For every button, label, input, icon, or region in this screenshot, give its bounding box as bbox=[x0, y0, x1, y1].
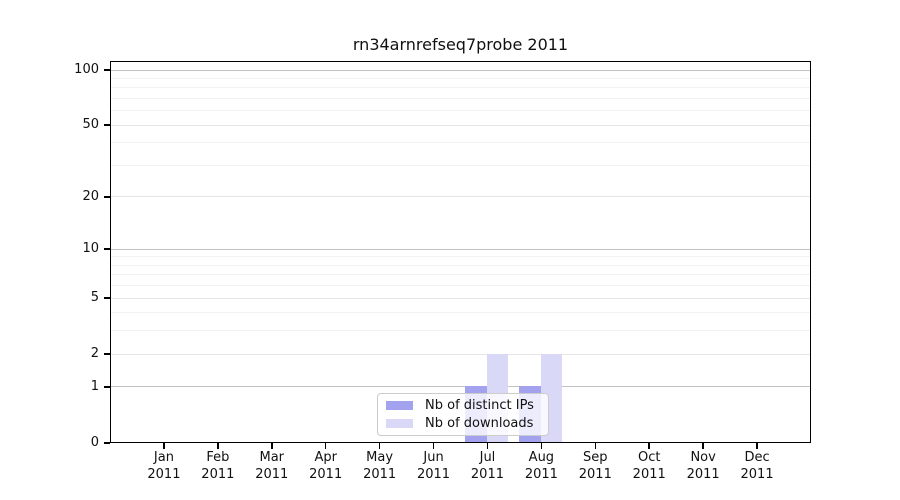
x-tick-label-apr: Apr 2011 bbox=[294, 449, 358, 483]
gridline-80 bbox=[111, 87, 810, 89]
y-tickmark-10 bbox=[104, 248, 110, 250]
month-label: Aug bbox=[528, 450, 555, 465]
gridline-60 bbox=[111, 110, 810, 112]
y-tickmark-0 bbox=[104, 442, 110, 444]
x-tickmark-dec bbox=[756, 443, 758, 449]
month-label: Jul bbox=[479, 450, 496, 465]
y-tick-label-0: 0 bbox=[90, 435, 99, 450]
x-tickmark-jul bbox=[486, 443, 489, 449]
plot-area bbox=[110, 61, 811, 443]
legend-row: Nb of downloads bbox=[386, 415, 540, 434]
month-label: Nov bbox=[690, 450, 716, 465]
gridline-90 bbox=[111, 77, 810, 79]
year-label: 2011 bbox=[524, 467, 558, 482]
y-tick-label-50: 50 bbox=[82, 117, 99, 133]
gridline-50 bbox=[111, 124, 810, 126]
month-label: Jan bbox=[153, 450, 174, 465]
gridline-9 bbox=[111, 256, 810, 258]
month-label: Dec bbox=[744, 450, 770, 465]
y-tick-label-1: 1 bbox=[90, 378, 99, 394]
gridline-4 bbox=[111, 312, 810, 314]
month-label: Mar bbox=[259, 450, 285, 465]
y-tick-label-5: 5 bbox=[90, 290, 99, 306]
y-tick-label-2: 2 bbox=[90, 346, 99, 362]
y-tickmark-20 bbox=[104, 196, 110, 198]
x-tickmark-jun bbox=[432, 443, 435, 449]
x-tick-label-dec: Dec 2011 bbox=[725, 449, 789, 483]
y-tick-label-20: 20 bbox=[82, 188, 99, 204]
y-tick-label-10: 10 bbox=[82, 241, 99, 257]
legend: Nb of distinct IPs Nb of downloads bbox=[377, 393, 549, 436]
legend-label: Nb of downloads bbox=[425, 416, 534, 432]
year-label: 2011 bbox=[632, 467, 666, 482]
month-label: May bbox=[366, 450, 394, 465]
gridline-40 bbox=[111, 142, 810, 144]
x-tick-label-feb: Feb 2011 bbox=[186, 449, 250, 483]
gridline-30 bbox=[111, 164, 810, 166]
gridline-100 bbox=[111, 69, 810, 71]
year-label: 2011 bbox=[578, 467, 612, 482]
year-label: 2011 bbox=[363, 467, 397, 482]
month-label: Oct bbox=[637, 450, 661, 465]
year-label: 2011 bbox=[147, 467, 181, 482]
x-tick-label-may: May 2011 bbox=[348, 449, 412, 483]
month-label: Apr bbox=[314, 450, 337, 465]
x-tick-label-jan: Jan 2011 bbox=[132, 449, 196, 483]
gridline-6 bbox=[111, 285, 810, 287]
month-label: Feb bbox=[206, 450, 230, 465]
gridline-3 bbox=[111, 330, 810, 332]
year-label: 2011 bbox=[309, 467, 343, 482]
legend-swatch-icon bbox=[386, 419, 413, 429]
y-tickmark-2 bbox=[104, 353, 110, 355]
x-tick-label-jun: Jun 2011 bbox=[402, 449, 466, 483]
year-label: 2011 bbox=[201, 467, 235, 482]
gridline-7 bbox=[111, 274, 810, 276]
x-tickmark-mar bbox=[271, 443, 273, 449]
x-tick-label-jul: Jul 2011 bbox=[455, 449, 519, 483]
legend-label: Nb of distinct IPs bbox=[425, 397, 534, 413]
x-tickmark-feb bbox=[217, 443, 219, 449]
x-tick-label-oct: Oct 2011 bbox=[617, 449, 681, 483]
x-tick-label-sep: Sep 2011 bbox=[563, 449, 627, 483]
y-tickmark-5 bbox=[104, 297, 110, 299]
month-label: Sep bbox=[583, 450, 608, 465]
gridline-20 bbox=[111, 196, 810, 198]
year-label: 2011 bbox=[740, 467, 774, 482]
x-tick-label-nov: Nov 2011 bbox=[671, 449, 735, 483]
chart-title: rn34arnrefseq7probe 2011 bbox=[352, 35, 569, 54]
year-label: 2011 bbox=[255, 467, 289, 482]
x-tickmark-oct bbox=[648, 443, 650, 449]
x-tick-label-aug: Aug 2011 bbox=[509, 449, 573, 483]
x-tickmark-aug bbox=[540, 443, 543, 449]
legend-swatch-icon bbox=[386, 400, 413, 410]
gridline-2 bbox=[111, 353, 810, 355]
year-label: 2011 bbox=[470, 467, 504, 482]
year-label: 2011 bbox=[686, 467, 720, 482]
gridline-8 bbox=[111, 264, 810, 266]
gridline-70 bbox=[111, 97, 810, 99]
month-label: Jun bbox=[423, 450, 444, 465]
x-tickmark-apr bbox=[324, 443, 327, 449]
x-tickmark-nov bbox=[702, 443, 704, 449]
legend-row: Nb of distinct IPs bbox=[386, 396, 540, 415]
x-tickmark-jan bbox=[163, 443, 165, 449]
y-tickmark-50 bbox=[104, 124, 110, 126]
x-tickmark-sep bbox=[594, 443, 597, 449]
x-tick-label-mar: Mar 2011 bbox=[240, 449, 304, 483]
y-tick-label-100: 100 bbox=[74, 62, 99, 77]
year-label: 2011 bbox=[416, 467, 451, 482]
x-tickmark-may bbox=[378, 443, 381, 449]
gridline-5 bbox=[111, 297, 810, 299]
gridline-1 bbox=[111, 386, 810, 388]
gridline-10 bbox=[111, 248, 810, 250]
y-tickmark-100 bbox=[104, 69, 110, 71]
y-tickmark-1 bbox=[104, 386, 110, 388]
